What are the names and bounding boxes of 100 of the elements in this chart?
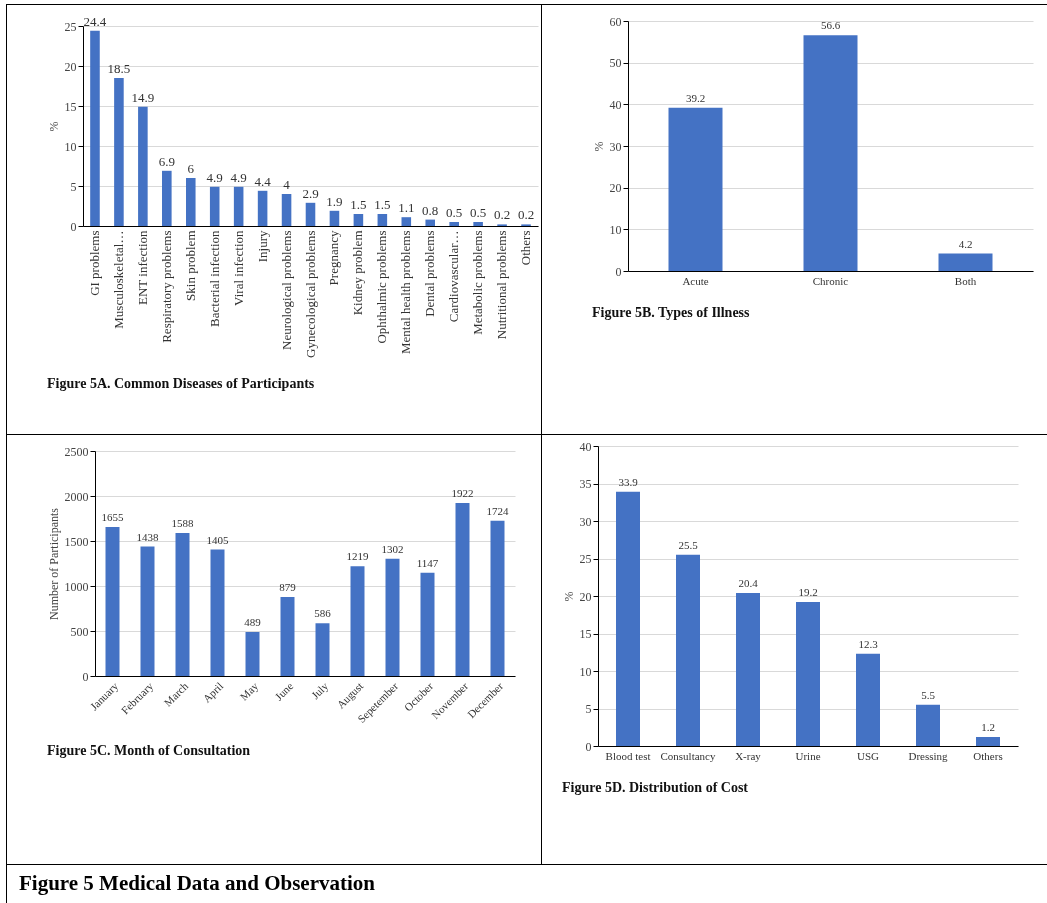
x-tick-label: Urine [795,749,821,762]
y-tick-label: 30 [579,514,592,529]
y-axis-title: % [46,121,61,132]
y-tick-label: 35 [579,477,592,491]
x-tick-label: Pregnancy [326,230,342,286]
y-tick-label: 5 [585,702,592,716]
y-tick-label: 5 [70,179,77,194]
data-label: 1655 [101,511,124,524]
y-tick-label: 0 [615,264,622,279]
x-tick-label: Neurological problems [278,230,294,350]
data-label: 33.9 [618,475,639,488]
data-label: 6 [187,161,195,176]
x-tick-label: Acute [682,274,709,287]
y-tick-label: 10 [609,222,622,237]
x-tick-label: Skin problem [182,230,198,301]
data-label: 0.2 [493,207,511,223]
caption: Figure 5 Medical Data and Observation [18,870,376,897]
data-label: 20.4 [738,577,759,589]
y-tick-label: 20 [64,59,77,74]
data-label: 14.9 [131,89,155,105]
x-tick-label: Dressing [908,749,949,762]
data-label: 489 [244,615,262,628]
y-tick-label: 0 [82,669,89,684]
x-tick-label: Chronic [812,274,849,287]
x-tick-label: Dental problems [422,230,438,317]
y-tick-label: 25 [579,552,592,566]
data-label: 1.5 [374,197,391,212]
data-label: 1.9 [326,193,343,209]
x-tick-label: Blood test [605,749,651,762]
data-label: 4.2 [958,237,973,250]
x-tick-label: Cardiovascular… [446,230,462,323]
x-tick-label: Others [973,749,1003,762]
y-tick-label: 2500 [64,444,89,459]
y-axis-title: % [561,591,576,602]
data-label: 25.5 [678,538,699,551]
y-tick-label: 15 [64,99,77,114]
x-tick-label: Consultancy [660,749,716,762]
data-label: 4.9 [206,169,223,185]
data-label: 0.2 [517,207,535,223]
data-label: 879 [279,580,297,593]
x-tick-label: Ophthalmic problems [374,230,390,344]
data-label: 2.9 [302,185,319,201]
x-tick-label: Bacterial infection [206,230,222,327]
x-tick-label: Metabolic problems [470,230,486,335]
y-tick-label: 40 [579,439,592,454]
y-tick-label: 1000 [64,579,89,594]
y-tick-label: 10 [64,139,77,154]
x-tick-label: Nutritional problems [494,230,510,340]
y-tick-label: 0 [585,739,592,754]
x-tick-label: ENT infection [134,230,150,305]
y-tick-label: 500 [70,624,89,639]
x-tick-label: Injury [254,230,270,263]
y-tick-label: 40 [609,97,622,112]
data-label: 0.5 [446,205,463,220]
y-tick-label: 0 [70,219,77,234]
y-tick-label: 10 [579,664,592,679]
data-label: 1.1 [398,200,415,216]
data-label: 586 [314,607,332,620]
x-tick-label: Both [954,274,977,287]
x-tick-label: July [308,679,331,702]
data-label: 6.9 [158,153,175,169]
text: Figure 5C. Month of Consultation [47,743,251,759]
x-tick-label: GI problems [86,230,102,296]
data-label: 19.2 [798,586,818,598]
x-tick-label: USG [856,749,880,762]
data-label: 1.5 [350,197,367,212]
data-label: 1438 [136,530,159,543]
y-tick-label: 30 [609,139,622,154]
y-axis-title: % [591,141,606,152]
data-label: 4.9 [230,169,247,185]
x-tick-label: X-ray [735,749,762,762]
text: Figure 5B. Types of Illness [592,305,751,320]
data-label: 1147 [416,556,439,569]
x-tick-label: Musculoskeletal… [110,230,126,329]
y-tick-label: 25 [64,19,77,34]
x-tick-label: Mental health problems [398,230,414,354]
y-tick-label: 60 [609,14,622,29]
y-tick-label: 50 [609,56,622,71]
data-label: 4.4 [254,173,272,189]
x-tick-label: Respiratory problems [158,230,174,343]
x-tick-label: May [237,679,261,703]
x-tick-label: Kidney problem [350,230,366,316]
y-tick-label: 15 [579,627,592,641]
x-tick-label: Gynecological problems [302,230,318,358]
x-tick-label: Others [518,230,534,266]
data-label: 12.3 [858,637,879,650]
data-label: 1588 [171,517,194,530]
x-tick-label: Viral infection [230,230,246,306]
data-label: 0.8 [422,202,439,218]
y-axis-title: Number of Participants [46,507,61,620]
data-label: 1922 [451,487,474,500]
text: Figure 5A. Common Diseases of Participants [47,376,315,392]
data-label: 1405 [206,533,229,546]
data-label: 18.5 [107,61,131,76]
data-label: 1.2 [981,721,995,733]
data-label: 0.5 [470,205,487,220]
y-tick-label: 1500 [64,534,89,549]
text: Figure 5D. Distribution of Cost [562,780,749,795]
data-label: 39.2 [685,91,706,104]
y-tick-label: 20 [579,589,592,604]
